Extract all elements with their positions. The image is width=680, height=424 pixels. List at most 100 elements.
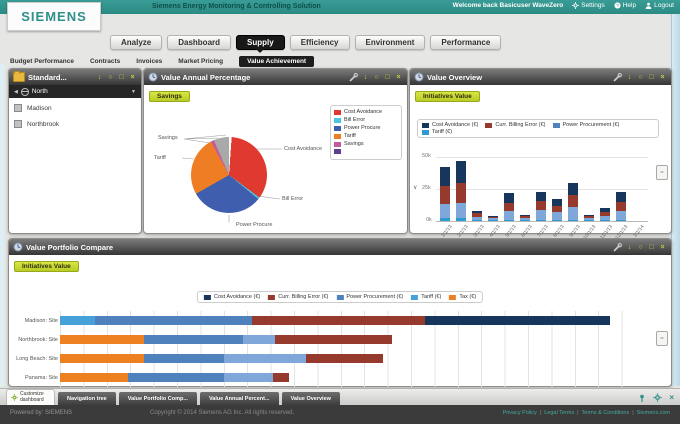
subtab-invoices[interactable]: Invoices — [136, 58, 163, 65]
stacked-bar[interactable] — [60, 373, 290, 382]
tools-icon[interactable] — [613, 242, 622, 252]
region-dropdown[interactable]: ◀ North ▼ — [9, 85, 141, 98]
close-icon[interactable]: × — [669, 392, 674, 402]
restore-icon[interactable]: ○ — [638, 73, 643, 81]
axis-collapse-icon[interactable]: ∨ — [413, 185, 418, 191]
bar-column-8-1-13[interactable]: 8/1/13 — [552, 157, 566, 239]
bar-column-7-1-13[interactable]: 7/1/13 — [536, 157, 550, 239]
restore-icon[interactable]: ○ — [108, 73, 113, 81]
tools-icon[interactable] — [613, 72, 622, 82]
bar-column-10-1-13[interactable]: 10/1/13 — [583, 157, 598, 241]
compare-chart-area: Cost Avoidance (€) Curr. Billing Error (€… — [9, 273, 671, 402]
restore-icon[interactable]: ○ — [638, 243, 643, 251]
tab-analyze[interactable]: Analyze — [110, 35, 163, 50]
maximize-icon[interactable]: □ — [119, 73, 124, 81]
bar-column-12-1-13[interactable]: 12/1/13 — [615, 157, 630, 241]
panel-expander-button[interactable]: = — [656, 331, 668, 346]
help-button[interactable]: ? Help — [614, 2, 636, 9]
right-scroll-strip[interactable] — [671, 14, 680, 386]
settings-button[interactable]: Settings — [572, 2, 605, 9]
pin-icon[interactable]: ↓ — [627, 73, 632, 81]
taskbar-tab-navigation-tree[interactable]: Navigation tree — [58, 392, 116, 405]
bar-column-5-1-13[interactable]: 5/1/13 — [504, 157, 518, 239]
bar-segment-power-procurement — [144, 354, 224, 363]
panel-header[interactable]: Value Annual Percentage ↓ ○ □ × — [144, 69, 407, 85]
bar-column-1-1-14[interactable]: 1/1/14 — [632, 157, 645, 239]
panel-header[interactable]: Value Overview ↓ ○ □ × — [410, 69, 671, 85]
tab-performance[interactable]: Performance — [430, 35, 502, 50]
close-icon[interactable]: × — [660, 243, 665, 251]
footer-link-privacy-policy[interactable]: Privacy Policy — [502, 410, 537, 416]
initiatives-value-button[interactable]: Initiatives Value — [14, 261, 79, 272]
stacked-bar[interactable] — [60, 316, 610, 325]
restore-icon[interactable]: ○ — [374, 73, 379, 81]
taskbar-tab-value-annual-percent[interactable]: Value Annual Percent... — [199, 392, 279, 405]
pin-icon[interactable]: ↓ — [627, 243, 632, 251]
x-tick-label: 9/1/13 — [568, 224, 582, 239]
initiatives-value-button[interactable]: Initiatives Value — [415, 91, 480, 102]
stacked-bar[interactable] — [60, 354, 383, 363]
maximize-icon[interactable]: □ — [649, 243, 654, 251]
top-bar: Siemens Energy Monitoring & Controlling … — [0, 0, 680, 14]
subtab-value-achievement[interactable]: Value Achievement — [239, 56, 315, 67]
gridline — [436, 189, 648, 190]
pin-icon[interactable] — [638, 394, 646, 402]
gear-icon — [572, 2, 580, 9]
bar-segment-tariff — [584, 220, 594, 221]
maximize-icon[interactable]: □ — [385, 73, 390, 81]
help-label: Help — [622, 2, 637, 9]
arrow-left-icon[interactable]: ◀ — [14, 88, 18, 95]
close-icon[interactable]: × — [660, 73, 665, 81]
bar-column-9-1-13[interactable]: 9/1/13 — [568, 157, 582, 239]
clock-icon — [13, 242, 23, 252]
bar-segment-curr-billing-error — [305, 354, 383, 363]
tab-supply[interactable]: Supply — [236, 35, 285, 53]
taskbar-tab-value-overview[interactable]: Value Overview — [281, 392, 340, 405]
close-icon[interactable]: × — [396, 73, 401, 81]
subtab-contracts[interactable]: Contracts — [89, 58, 121, 65]
tools-icon[interactable] — [349, 72, 358, 82]
customize-dashboard-button[interactable]: Customize dashboard — [6, 389, 55, 405]
bar-segment-curr-billing-error — [584, 215, 594, 219]
bar-column-2-1-13[interactable]: 2/1/13 — [456, 157, 470, 239]
tab-efficiency[interactable]: Efficiency — [289, 35, 350, 50]
subtab-market-pricing[interactable]: Market Pricing — [178, 58, 224, 65]
footer-link-legal-terms[interactable]: Legal Terms — [544, 410, 575, 416]
bar-segment-cost-avoidance — [552, 199, 562, 206]
bar-segment-cost-avoidance — [425, 316, 610, 325]
tab-environment[interactable]: Environment — [354, 35, 426, 50]
pin-icon[interactable]: ↓ — [363, 73, 368, 81]
y-tick-label: 25k — [422, 185, 431, 191]
bar-segment-tariff — [472, 219, 482, 221]
left-scroll-strip[interactable] — [0, 64, 4, 386]
tab-dashboard[interactable]: Dashboard — [167, 35, 232, 50]
close-icon[interactable]: × — [130, 73, 135, 81]
legend-swatch — [552, 122, 560, 128]
bar-column-6-1-13[interactable]: 6/1/13 — [520, 157, 534, 239]
footer-link-terms-conditions[interactable]: Terms & Conditions — [581, 410, 630, 416]
bar-column-3-1-13[interactable]: 3/1/13 — [472, 157, 486, 239]
pie-label-bill-error: Bill Error — [282, 196, 304, 202]
pie-chart[interactable] — [191, 137, 267, 213]
maximize-icon[interactable]: □ — [649, 73, 654, 81]
subtab-budget-performance[interactable]: Budget Performance — [10, 58, 74, 65]
x-tick-label: 3/1/13 — [472, 224, 486, 239]
bar-column-11-1-13[interactable]: 11/1/13 — [599, 157, 614, 241]
site-item-northbrook[interactable]: Northbrook — [14, 120, 136, 128]
footer-link-siemens-com[interactable]: Siemens.com — [636, 410, 670, 416]
logout-button[interactable]: Logout — [645, 2, 674, 9]
pie-chart-area: Cost Avoidance Bill Error Power Procure … — [144, 103, 407, 249]
taskbar-tab-value-portfolio-comp[interactable]: Value Portfolio Comp... — [118, 392, 197, 405]
gear-icon — [11, 394, 18, 401]
panel-expander-button[interactable]: = — [656, 165, 668, 180]
bar-column-4-1-13[interactable]: 4/1/13 — [488, 157, 502, 239]
bar-column-1-1-13[interactable]: 1/1/13 — [440, 157, 454, 239]
panel-header[interactable]: Standard... ↓ ○ □ × — [9, 69, 141, 85]
gear-icon[interactable] — [653, 393, 662, 402]
panel-header[interactable]: Value Portfolio Compare ↓ ○ □ × — [9, 239, 671, 255]
pin-icon[interactable]: ↓ — [97, 73, 102, 81]
chevron-down-icon[interactable]: ▼ — [131, 88, 136, 95]
savings-filter-button[interactable]: Savings — [149, 91, 190, 102]
site-item-madison[interactable]: Madison — [14, 104, 136, 112]
stacked-bar[interactable] — [60, 335, 393, 344]
